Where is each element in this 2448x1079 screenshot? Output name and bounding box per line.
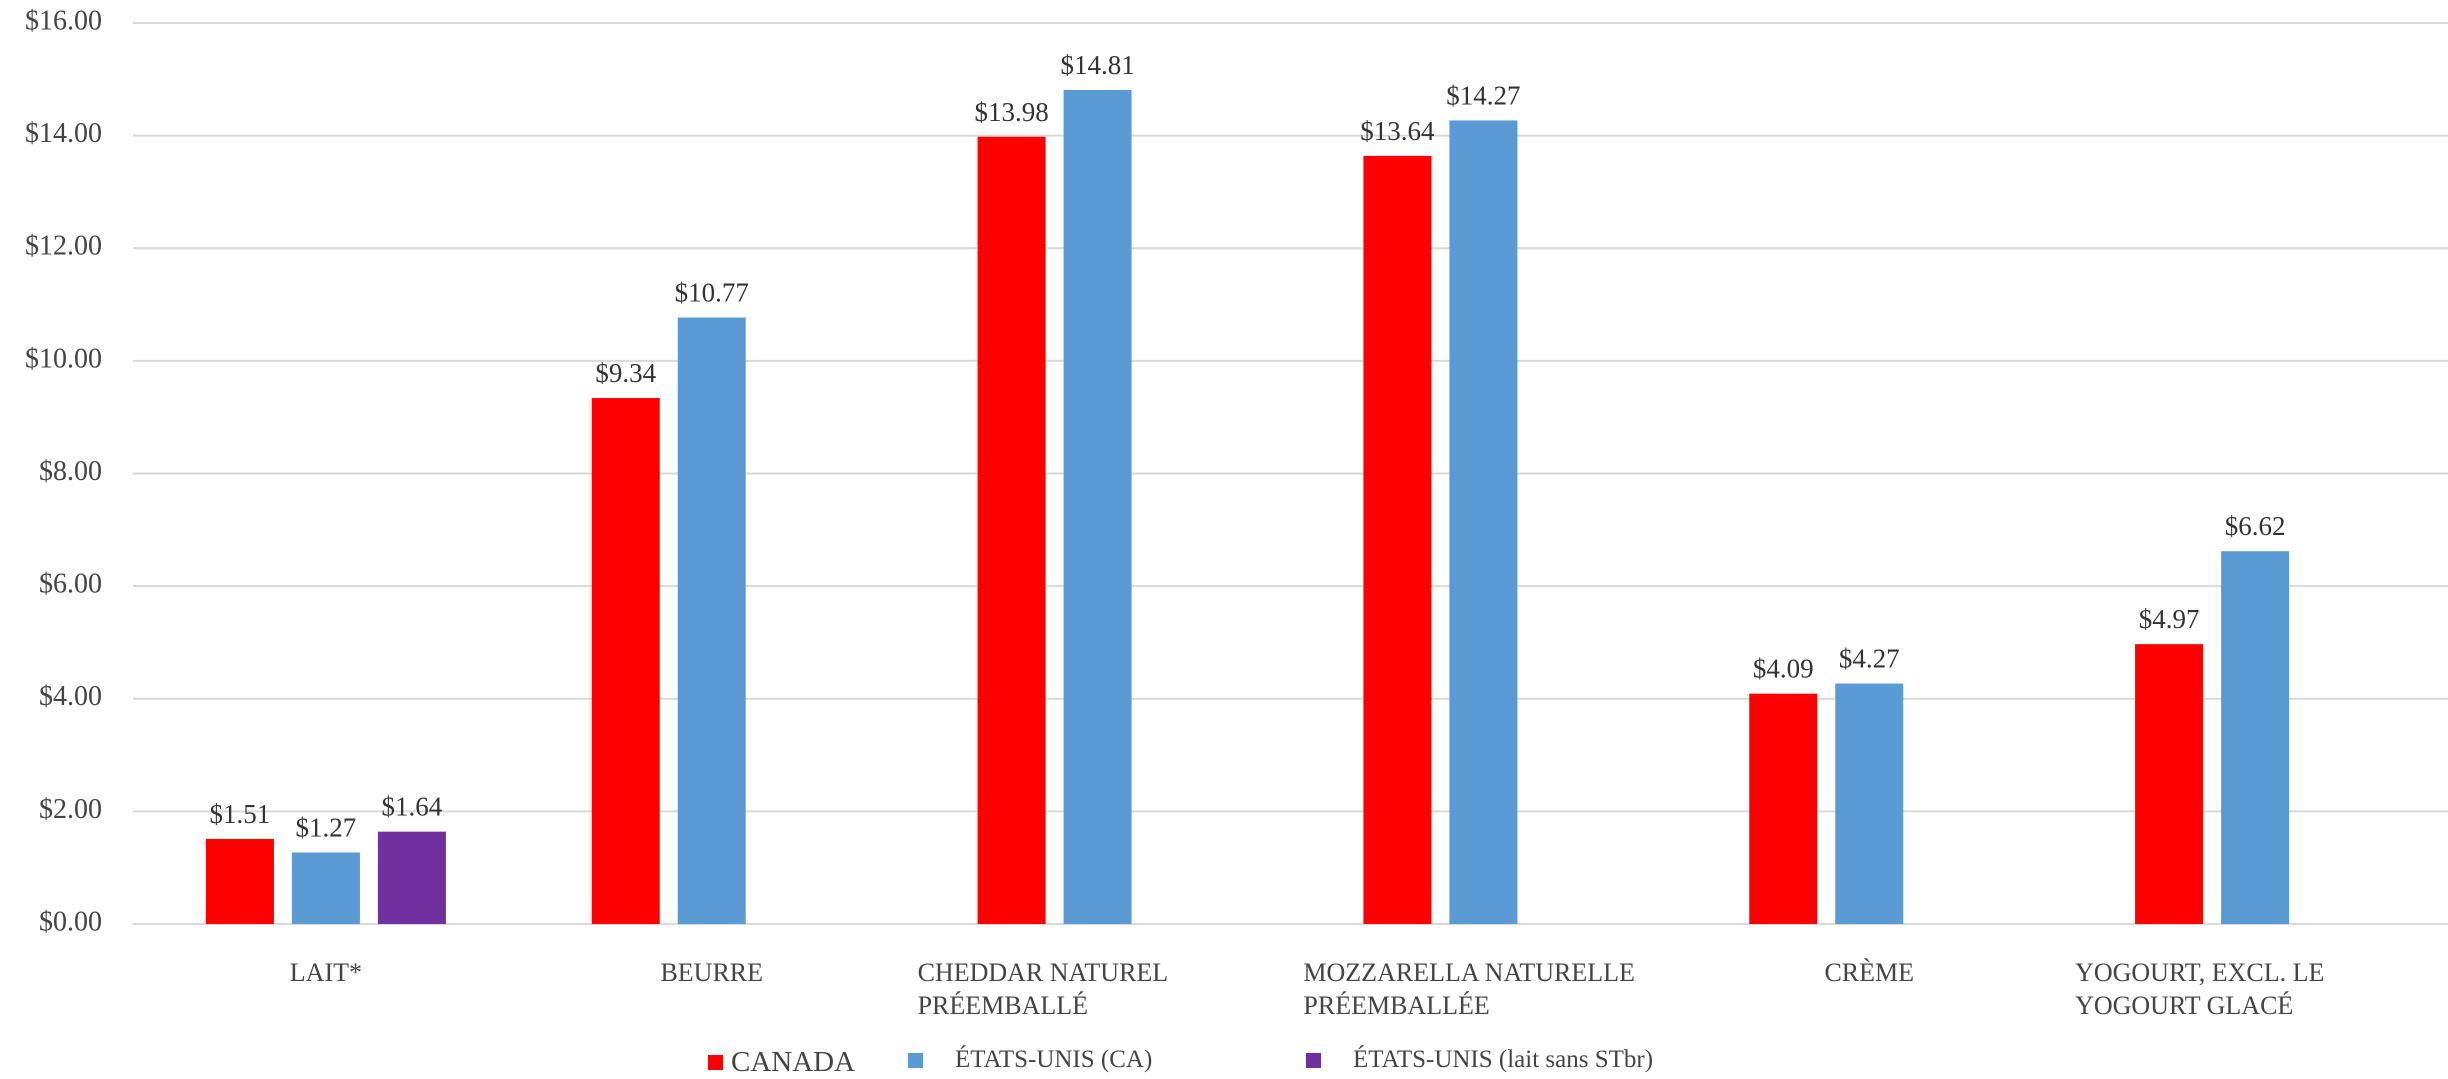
y-tick-label: $0.00 [39,906,102,937]
value-label: $1.64 [382,792,443,822]
bar [677,317,746,924]
y-tick-label: $8.00 [39,456,102,487]
legend-label: CANADA [731,1046,856,1078]
legend-swatch [1306,1052,1321,1068]
legend-swatch [908,1052,923,1068]
value-label: $4.27 [1839,644,1900,674]
x-tick-text: YOGOURT, EXCL. LE YOGOURT GLACÉ [2075,958,2325,1020]
bar [2135,644,2204,924]
bar [1749,693,1818,924]
y-tick-label: $14.00 [25,118,102,149]
legend-item: ÉTATS-UNIS (CA) [908,1046,1152,1074]
value-label: $14.27 [1446,80,1520,110]
bar [1063,90,1132,925]
value-label: $4.09 [1753,654,1814,684]
bar [977,136,1046,925]
y-tick-label: $2.00 [39,794,102,825]
bar [1835,683,1904,924]
legend-label: ÉTATS-UNIS (CA) [955,1046,1153,1073]
bar [591,398,660,924]
x-tick-text: BEURRE [660,958,764,987]
x-tick-label: LAIT* [136,956,516,989]
bar [2221,551,2290,924]
x-tick-label: YOGOURT, EXCL. LE YOGOURT GLACÉ [2065,956,2445,1022]
x-tick-text: LAIT* [289,958,362,987]
legend-swatch [708,1055,723,1070]
x-tick-text: CRÈME [1824,958,1915,987]
value-label: $1.51 [210,799,271,829]
x-tick-text: MOZZARELLA NATURELLE PRÉEMBALLÉE [1303,958,1635,1020]
bar [1363,155,1432,924]
legend-item: CANADA [708,1046,855,1079]
y-tick-label: $10.00 [25,343,102,374]
bar [377,831,446,924]
value-label: $13.98 [974,97,1048,127]
bar [291,852,360,924]
bar [205,838,274,924]
legend-item: ÉTATS-UNIS (lait sans STbr) [1306,1046,1653,1074]
y-tick-label: $6.00 [39,569,102,600]
y-tick-label: $4.00 [39,681,102,712]
x-tick-label: BEURRE [522,956,902,989]
value-label: $14.81 [1060,50,1134,80]
x-tick-label: MOZZARELLA NATURELLE PRÉEMBALLÉE [1293,956,1673,1022]
y-tick-label: $12.00 [25,231,102,262]
legend-label: ÉTATS-UNIS (lait sans STbr) [1353,1046,1654,1073]
value-label: $10.77 [675,278,749,308]
y-tick-label: $16.00 [25,5,102,36]
x-tick-text: CHEDDAR NATUREL PRÉEMBALLÉ [917,958,1168,1020]
value-label: $1.27 [296,812,357,842]
bar [1449,120,1518,924]
value-label: $6.62 [2225,511,2286,541]
value-label: $9.34 [595,358,656,388]
x-tick-label: CHEDDAR NATUREL PRÉEMBALLÉ [908,956,1288,1022]
value-label: $4.97 [2139,604,2200,634]
x-tick-label: CRÈME [1679,956,2059,989]
value-label: $13.64 [1360,116,1435,146]
